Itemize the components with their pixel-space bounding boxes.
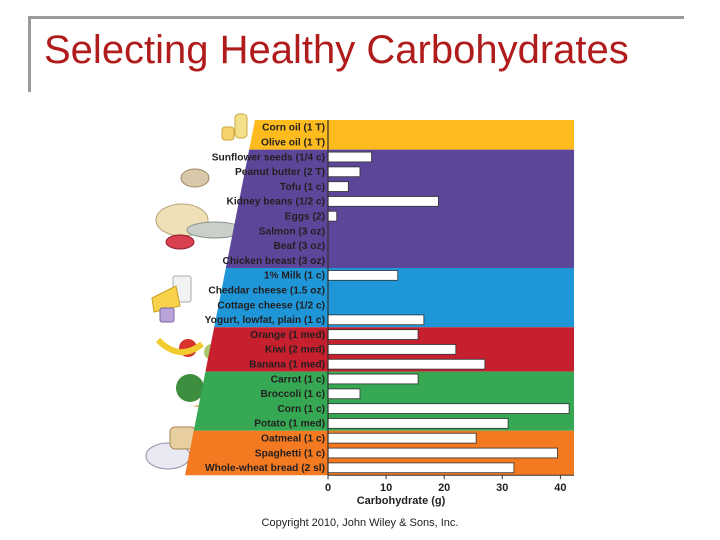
- x-tick-label: 20: [438, 482, 450, 494]
- category-label: Whole-wheat bread (2 sl): [205, 463, 325, 474]
- bar: [327, 196, 439, 207]
- category-label: Carrot (1 c): [271, 374, 325, 385]
- banana-illustration: [155, 337, 204, 355]
- food-group-band-1: [225, 149, 574, 268]
- category-label: Salmon (3 oz): [259, 226, 325, 237]
- category-label: Kiwi (2 med): [265, 345, 325, 356]
- category-label: Potato (1 med): [254, 419, 325, 430]
- category-label: Corn (1 c): [277, 404, 325, 415]
- steak-illustration: [165, 234, 195, 250]
- food-group-band-2: [214, 268, 574, 328]
- category-labels: Corn oil (1 T) Olive oil (1 T) Sunflower s…: [205, 123, 325, 474]
- bar: [327, 270, 399, 281]
- bar: [327, 462, 515, 474]
- category-label: Corn oil (1 T): [262, 123, 325, 134]
- category-label: Tofu (1 c): [280, 182, 325, 193]
- x-tick-label: 0: [325, 482, 331, 494]
- bar: [327, 388, 361, 400]
- yogurt-cup-illustration: [159, 307, 175, 323]
- bar: [327, 329, 419, 340]
- oil-bottle-illustration: [234, 113, 248, 139]
- slide-title: Selecting Healthy Carbohydrates: [44, 28, 629, 72]
- x-axis-label: Carbohydrate (g): [357, 495, 446, 507]
- category-label: Sunflower seeds (1/4 c): [212, 152, 325, 163]
- bar: [327, 403, 570, 414]
- category-label: Eggs (2): [285, 211, 325, 222]
- category-label: Olive oil (1 T): [261, 137, 325, 148]
- category-label: Oatmeal (1 c): [261, 433, 325, 444]
- category-label: Broccoli (1 c): [260, 389, 325, 400]
- category-label: Chicken breast (3 oz): [223, 256, 325, 267]
- x-axis: 0 10 20 30 40: [325, 120, 574, 494]
- bar: [327, 358, 486, 370]
- x-tick-label: 40: [554, 482, 566, 494]
- category-label: Peanut butter (2 T): [235, 167, 325, 178]
- category-label: Cottage cheese (1/2 c): [217, 300, 325, 311]
- bars: [327, 122, 570, 474]
- bar: [327, 151, 372, 163]
- category-label: Beaf (3 oz): [273, 241, 325, 252]
- food-group-band-0: [249, 120, 574, 150]
- bar: [327, 166, 361, 178]
- category-label: Kidney beans (1/2 c): [226, 197, 325, 208]
- bar: [327, 314, 425, 326]
- category-label: Banana (1 med): [249, 359, 325, 370]
- x-tick-label: 10: [380, 482, 392, 494]
- bar: [327, 432, 477, 444]
- food-group-band-4: [193, 371, 574, 431]
- cheese-illustration: [151, 285, 181, 313]
- broccoli-illustration: [176, 374, 204, 402]
- bar: [327, 447, 558, 459]
- category-label: Yogurt, lowfat, plain (1 c): [205, 315, 325, 326]
- oil-jar-illustration: [221, 126, 235, 141]
- carbohydrate-bar-chart: Corn oil (1 T) Olive oil (1 T) Sunflower s…: [145, 113, 574, 507]
- title-frame-top-rule: [28, 16, 684, 19]
- peanut-illustration: [180, 168, 210, 188]
- category-label: Orange (1 med): [250, 330, 325, 341]
- bar: [327, 210, 338, 222]
- title-frame-left-rule: [28, 16, 31, 92]
- category-label: 1% Milk (1 c): [264, 271, 325, 282]
- food-illustrations: [145, 113, 248, 470]
- x-tick-label: 30: [496, 482, 508, 494]
- bar: [327, 373, 419, 385]
- bar: [327, 418, 509, 429]
- bar: [327, 181, 349, 192]
- copyright-notice: Copyright 2010, John Wiley & Sons, Inc.: [261, 517, 459, 529]
- category-label: Spaghetti (1 c): [255, 448, 325, 459]
- category-label: Cheddar cheese (1.5 oz): [208, 285, 325, 296]
- bar: [327, 344, 457, 355]
